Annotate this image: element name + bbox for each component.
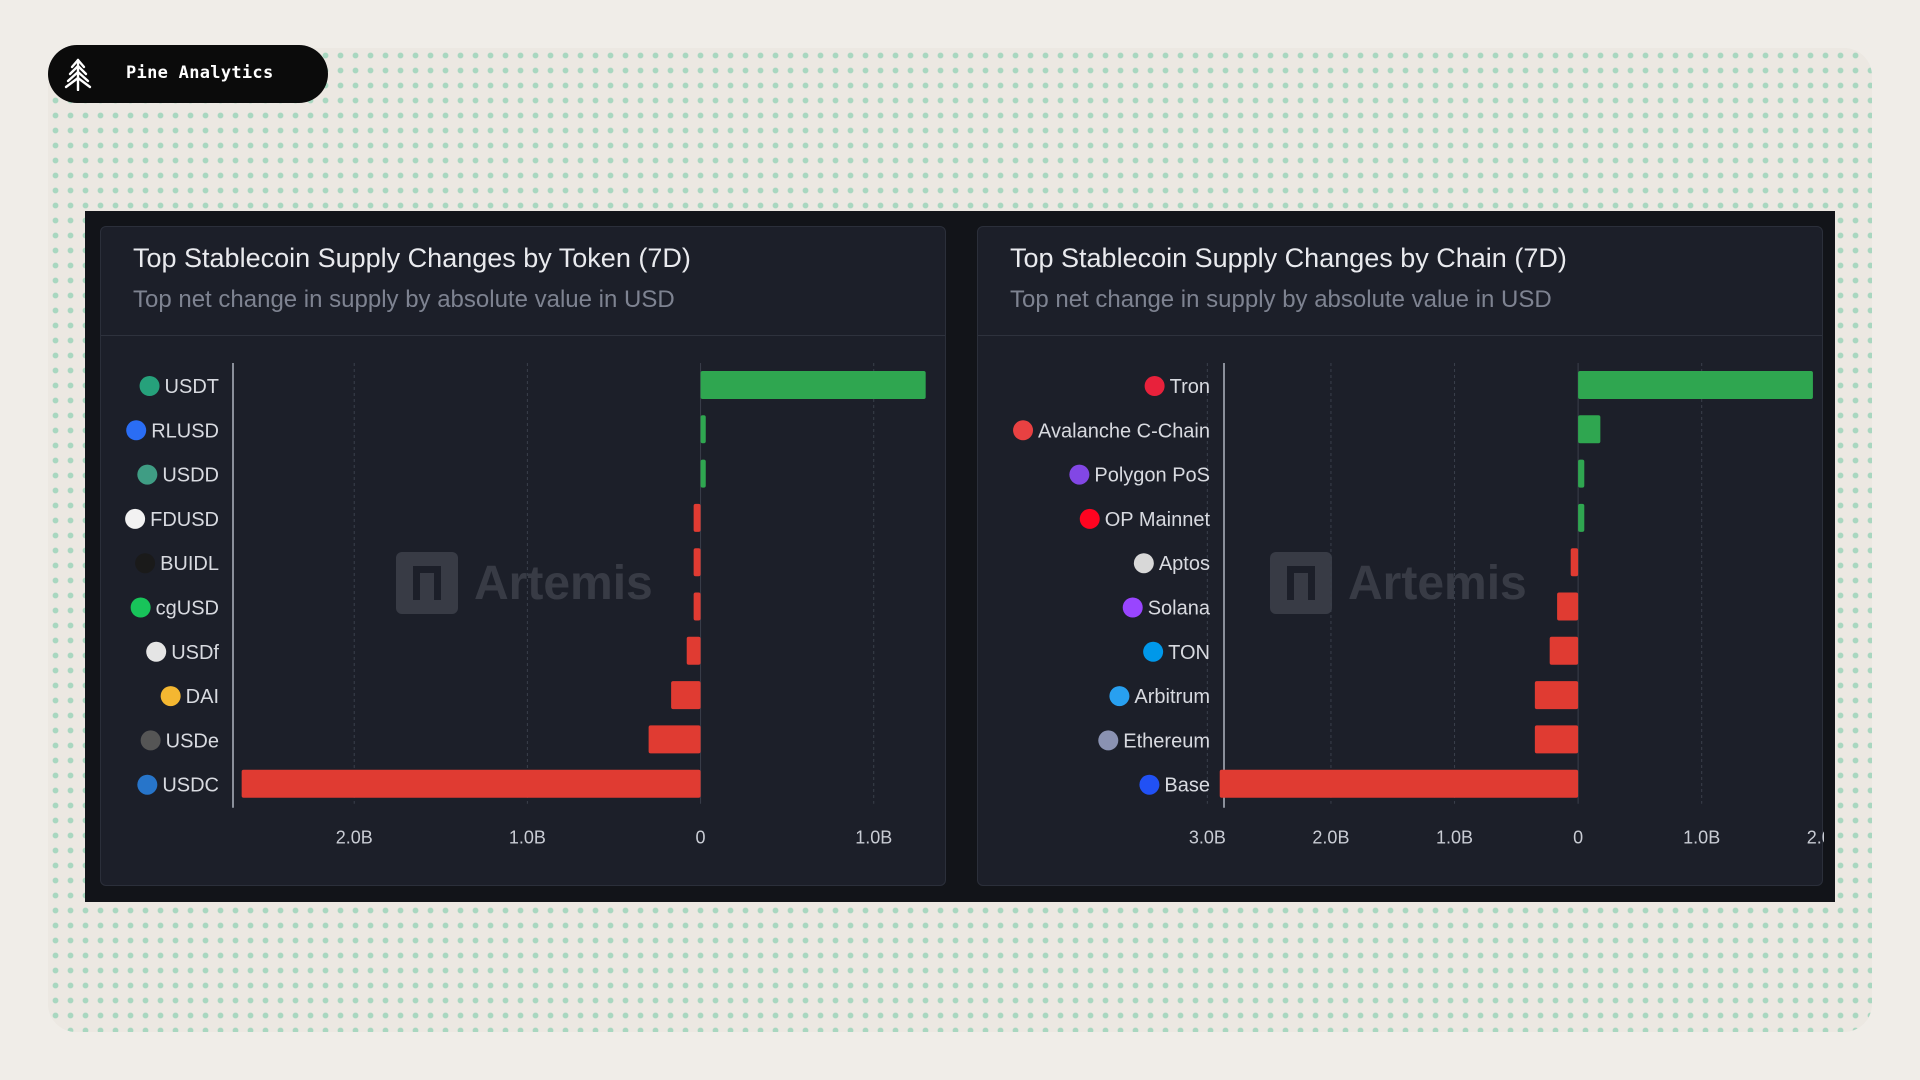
category-label: Ethereum — [1123, 730, 1210, 752]
category-label: FDUSD — [150, 509, 219, 531]
token-chart-panel: Top Stablecoin Supply Changes by Token (… — [100, 226, 946, 886]
chain-chart-panel: Top Stablecoin Supply Changes by Chain (… — [977, 226, 1824, 886]
brand-name: Pine Analytics — [126, 63, 274, 83]
divider — [978, 335, 1822, 336]
base-icon — [1139, 774, 1160, 795]
category-label: TON — [1168, 642, 1210, 664]
artemis-logo-icon — [396, 552, 458, 614]
chain-bar-chart: Tron Avalanche C-Chain Polygon PoS OP Mainn… — [1013, 363, 1824, 848]
category-label: USDT — [165, 376, 219, 398]
watermark-text: Artemis — [1348, 556, 1527, 610]
polygon-icon — [1069, 464, 1090, 485]
category-label: USDC — [162, 775, 219, 797]
bar — [1534, 681, 1579, 710]
tron-icon — [1144, 376, 1165, 396]
chart-title: Top Stablecoin Supply Changes by Chain (… — [1010, 243, 1567, 273]
pine-tree-icon — [64, 58, 92, 91]
chart-subtitle: Top net change in supply by absolute val… — [1010, 286, 1552, 313]
chart-subtitle: Top net change in supply by absolute val… — [133, 286, 675, 313]
category-label: Tron — [1170, 376, 1210, 398]
category-label: Aptos — [1159, 553, 1210, 575]
bar — [1578, 503, 1585, 532]
bar — [1578, 415, 1601, 444]
solana-icon — [1122, 597, 1143, 618]
watermark-text: Artemis — [474, 556, 653, 610]
cgusd-icon — [130, 597, 151, 618]
dai-icon — [160, 686, 181, 707]
bar — [700, 371, 926, 399]
category-label: Solana — [1148, 598, 1211, 620]
bar — [1549, 636, 1579, 665]
bar — [671, 681, 701, 710]
artemis-watermark: Artemis — [396, 552, 653, 614]
x-tick-label: 2.0B — [1807, 828, 1824, 848]
category-label: BUIDL — [160, 553, 219, 575]
category-label: DAI — [186, 686, 219, 708]
usde-icon — [140, 730, 161, 751]
bar — [1578, 459, 1585, 488]
x-tick-label: 0 — [1573, 828, 1583, 848]
bar — [693, 592, 701, 621]
category-label: Arbitrum — [1134, 686, 1210, 708]
x-tick-label: 3.0B — [1189, 828, 1226, 848]
x-tick-label: 1.0B — [855, 828, 892, 848]
x-tick-label: 1.0B — [1436, 828, 1473, 848]
arbitrum-icon — [1109, 686, 1130, 707]
bar — [700, 459, 706, 488]
brand-badge: Pine Analytics — [48, 45, 328, 103]
x-tick-label: 2.0B — [1312, 828, 1349, 848]
bar — [1557, 592, 1579, 621]
avalanche-icon — [1013, 420, 1034, 441]
category-label: USDf — [171, 642, 219, 664]
op-mainnet-icon — [1079, 508, 1100, 529]
fdusd-icon — [125, 508, 146, 529]
category-label: USDe — [166, 730, 219, 752]
bar — [1578, 371, 1813, 399]
rlusd-icon — [126, 420, 147, 441]
category-label: Base — [1164, 775, 1210, 797]
x-tick-label: 0 — [696, 828, 706, 848]
ethereum-icon — [1098, 730, 1119, 751]
category-label: USDD — [162, 465, 219, 487]
usdt-icon — [139, 376, 160, 396]
bar — [700, 415, 706, 444]
aptos-icon — [1133, 553, 1154, 574]
artemis-logo-icon — [1270, 552, 1332, 614]
bar — [686, 636, 701, 665]
bar — [693, 503, 701, 532]
divider — [101, 335, 945, 336]
bar — [1219, 769, 1579, 798]
category-label: Avalanche C-Chain — [1038, 420, 1210, 442]
bar — [241, 769, 701, 798]
artemis-watermark: Artemis — [1270, 552, 1527, 614]
usdc-icon — [137, 774, 158, 795]
bar — [693, 548, 701, 577]
x-tick-label: 2.0B — [336, 828, 373, 848]
buidl-icon — [135, 553, 156, 574]
category-label: cgUSD — [156, 598, 219, 620]
bar — [1570, 548, 1579, 577]
usdd-icon — [137, 464, 158, 485]
token-bar-chart: USDT RLUSD USDD FDUSD BUIDL cgUSD USDf DAI USDe U… — [125, 363, 926, 848]
category-label: OP Mainnet — [1105, 509, 1211, 531]
chart-title: Top Stablecoin Supply Changes by Token (… — [133, 243, 691, 273]
usdf-icon — [146, 641, 167, 662]
ton-icon — [1143, 641, 1164, 662]
x-tick-label: 1.0B — [509, 828, 546, 848]
category-label: Polygon PoS — [1094, 465, 1210, 487]
bar — [648, 725, 701, 754]
category-label: RLUSD — [151, 420, 219, 442]
bar — [1534, 725, 1579, 754]
x-tick-label: 1.0B — [1683, 828, 1720, 848]
